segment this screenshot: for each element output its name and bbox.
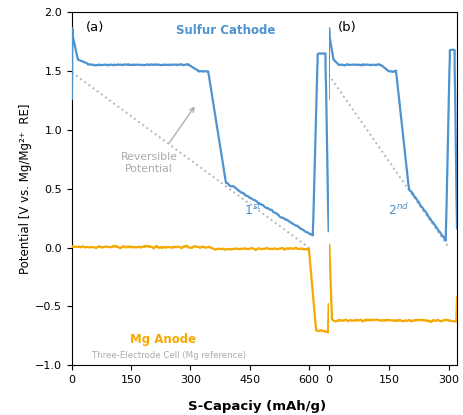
Text: Sulfur Cathode: Sulfur Cathode — [176, 24, 275, 37]
Y-axis label: Potential [V vs. Mg/Mg²⁺  RE]: Potential [V vs. Mg/Mg²⁺ RE] — [19, 104, 32, 274]
Text: Mg Anode: Mg Anode — [130, 333, 195, 346]
Text: (b): (b) — [337, 21, 356, 34]
Text: S-Capaciy (mAh/g): S-Capaciy (mAh/g) — [188, 400, 326, 413]
Text: Three-Electrode Cell (Mg reference): Three-Electrode Cell (Mg reference) — [92, 351, 245, 360]
Text: Reversible
Potential: Reversible Potential — [120, 152, 177, 174]
Text: (a): (a) — [86, 21, 104, 34]
Text: 2$^{nd}$: 2$^{nd}$ — [388, 202, 408, 218]
Text: 1$^{st}$: 1$^{st}$ — [244, 202, 262, 218]
